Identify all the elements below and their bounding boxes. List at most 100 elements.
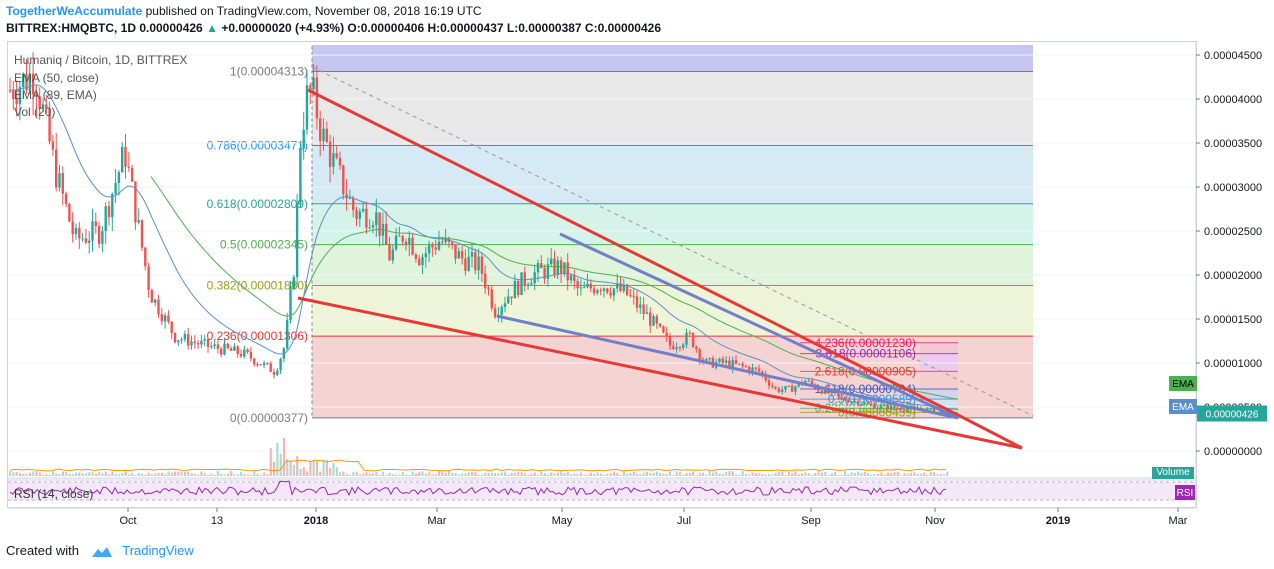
price-tick-label-4: 0.00002500 <box>1204 226 1262 238</box>
volume-bar <box>725 471 728 476</box>
fib-label-3: 0.5(0.00002345) <box>220 238 308 252</box>
rsi-label: RSI (14, close) <box>14 487 94 501</box>
candle-body <box>695 346 698 350</box>
volume-bar <box>144 474 147 476</box>
candle-body <box>312 77 315 90</box>
volume-bar <box>180 471 183 476</box>
ema50-badge <box>1169 399 1197 414</box>
volume-bar <box>616 473 619 476</box>
volume-bar <box>411 471 414 476</box>
candle-body <box>771 385 774 387</box>
volume-bar <box>302 467 305 476</box>
volume-bar <box>35 471 38 476</box>
volume-bar <box>424 473 427 476</box>
candle-body <box>332 153 335 167</box>
candle-body <box>259 364 262 366</box>
volume-bar <box>127 474 130 476</box>
candle-body <box>322 128 325 141</box>
candle-body <box>427 245 431 254</box>
volume-bar <box>216 471 220 476</box>
volume-bar <box>939 473 942 476</box>
candle-body <box>655 316 658 324</box>
volume-bar <box>711 472 715 476</box>
time-tick-label-3: Mar <box>428 515 447 527</box>
volume-bar <box>480 474 484 476</box>
volume-bar <box>395 474 398 476</box>
candle-body <box>391 249 394 261</box>
volume-bar <box>546 474 550 476</box>
candle-body <box>51 141 55 150</box>
candle-body <box>513 281 517 299</box>
volume-bar <box>12 472 15 476</box>
volume-bar <box>906 473 909 476</box>
volume-bar <box>675 471 678 476</box>
candle-body <box>586 283 589 288</box>
candle-body <box>137 220 140 223</box>
volume-bar <box>570 474 573 476</box>
volume-bar <box>688 473 691 476</box>
footer: Created with TradingView <box>6 543 194 559</box>
ext-zone-4 <box>920 399 958 409</box>
volume-bar <box>101 473 104 476</box>
candle-body <box>226 343 229 349</box>
candle-body <box>642 304 645 314</box>
candle-body <box>84 238 88 243</box>
candle-body <box>942 411 946 416</box>
candle-body <box>101 231 104 244</box>
volume-bar <box>48 474 51 476</box>
volume-bar <box>279 453 282 476</box>
candle-body <box>804 380 807 385</box>
candle-body <box>253 358 256 365</box>
time-tick-label-8: 2019 <box>1046 515 1070 527</box>
candle-body <box>573 275 576 282</box>
volume-bar <box>91 472 94 476</box>
time-tick-label-1: 13 <box>211 515 223 527</box>
candle-body <box>394 235 398 250</box>
volume-bar <box>183 472 187 476</box>
candle-body <box>777 388 781 392</box>
fib-zone-1 <box>312 145 1033 204</box>
candle-body <box>784 386 787 390</box>
candle-body <box>682 344 685 348</box>
volume-ma-line <box>9 459 947 472</box>
volume-bar <box>164 474 167 476</box>
volume-bar <box>850 472 853 476</box>
volume-bar <box>253 471 256 476</box>
ext-zone-3 <box>920 389 958 400</box>
volume-bar <box>230 471 233 476</box>
candle-body <box>213 344 216 347</box>
candle-body <box>550 258 553 265</box>
candle-body <box>58 172 61 188</box>
author-link[interactable]: TogetherWeAccumulate <box>6 4 143 18</box>
volume-bar <box>114 473 117 476</box>
candle-body <box>371 225 375 228</box>
volume-bar <box>774 472 777 476</box>
volume-bar <box>461 473 464 476</box>
volume-bar <box>431 474 434 476</box>
volume-bar <box>197 474 200 476</box>
tradingview-link[interactable]: TradingView <box>122 543 194 558</box>
candle-body <box>35 94 38 97</box>
volume-bar <box>586 474 589 476</box>
volume-bar <box>9 471 12 476</box>
candle-body <box>355 210 358 219</box>
volume-bar <box>936 474 939 476</box>
candle-body <box>88 240 91 243</box>
volume-bar <box>276 442 279 476</box>
rsi-line <box>9 480 947 496</box>
tradingview-logo-icon <box>91 546 112 557</box>
candle-body <box>530 283 533 285</box>
volume-bar <box>609 473 612 476</box>
volume-bar <box>210 473 213 476</box>
volume-bar <box>543 472 546 476</box>
ext-zone-0 <box>920 342 958 354</box>
fib-label-5: 0.236(0.00001306) <box>207 329 308 343</box>
candle-body <box>761 371 764 375</box>
candle-body <box>658 323 662 327</box>
volume-bar <box>467 472 470 476</box>
volume-bar <box>494 473 497 476</box>
candle-body <box>190 341 193 346</box>
volume-bar <box>177 471 180 476</box>
candle-body <box>678 347 682 349</box>
